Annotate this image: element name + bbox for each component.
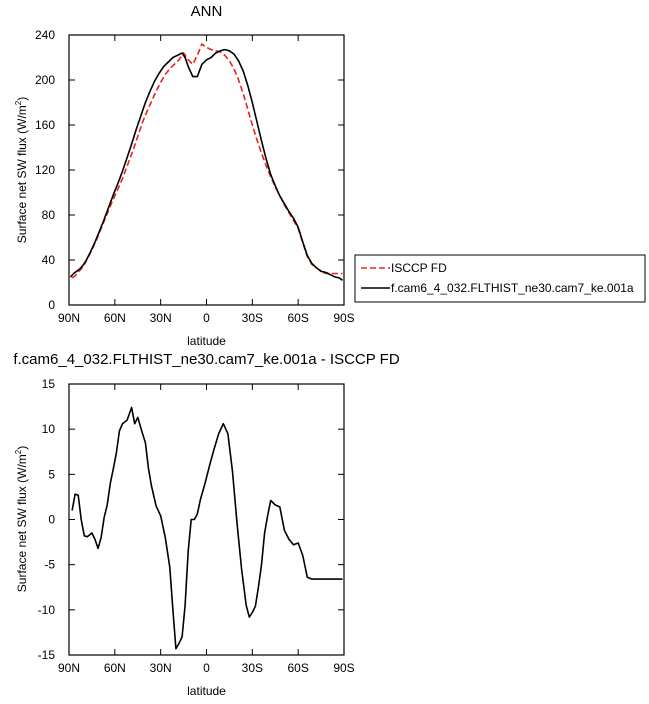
top-panel-x-ticks: 90N 60N 30N 0 30S 60S 90S: [58, 35, 355, 325]
top-panel: ANN 90N 60N 30N 0 30S 60S 90S 0 40 80 120 160 200 24…: [14, 3, 355, 348]
top-y-tick-label: 80: [42, 208, 56, 222]
bottom-y-tick-label: -10: [38, 603, 56, 617]
bottom-panel-x-axis-label: latitude: [187, 684, 226, 698]
top-panel-plot-area: [69, 43, 343, 281]
top-panel-x-axis-label: latitude: [187, 334, 226, 348]
bottom-series-line-0: [71, 406, 343, 650]
top-panel-y-ticks: 0 40 80 120 160 200 240: [35, 28, 344, 312]
top-y-tick-label: 40: [42, 253, 56, 267]
bottom-y-tick-label: 5: [48, 467, 55, 481]
bottom-x-tick-label: 90N: [58, 661, 80, 675]
bottom-x-tick-label: 90S: [333, 661, 354, 675]
legend-box: [354, 254, 646, 303]
bottom-x-tick-label: 60N: [104, 661, 126, 675]
bottom-panel-x-ticks: 90N 60N 30N 0 30S 60S 90S: [58, 384, 355, 675]
top-panel-frame: [68, 34, 345, 306]
bottom-y-tick-label: -5: [44, 558, 55, 572]
top-panel-title: ANN: [191, 3, 223, 20]
bottom-x-tick-label: 0: [203, 661, 210, 675]
bottom-panel-y-ticks: -15 -10 -5 0 5 10 15: [38, 377, 344, 662]
top-x-tick-label: 60N: [104, 311, 126, 325]
top-x-tick-label: 30N: [150, 311, 172, 325]
top-y-tick-label: 240: [35, 28, 55, 42]
bottom-x-tick-label: 30S: [242, 661, 263, 675]
legend-label-model: f.cam6_4_032.FLTHIST_ne30.cam7_ke.001a: [391, 281, 634, 295]
top-panel-y-axis-label: Surface net SW flux (W/m2): [14, 97, 29, 243]
top-x-tick-label: 0: [203, 311, 210, 325]
bottom-y-tick-label: 0: [48, 513, 55, 527]
bottom-x-tick-label: 60S: [287, 661, 308, 675]
bottom-panel: f.cam6_4_032.FLTHIST_ne30.cam7_ke.001a -…: [13, 351, 399, 698]
top-y-tick-label: 160: [35, 118, 55, 132]
legend-label-isccp: ISCCP FD: [391, 261, 447, 275]
top-series-line-1: [69, 48, 343, 281]
top-x-tick-label: 30S: [242, 311, 263, 325]
bottom-y-tick-label: -15: [38, 648, 56, 662]
bottom-panel-y-axis-label: Surface net SW flux (W/m2): [14, 446, 29, 592]
bottom-panel-frame: [68, 383, 345, 656]
top-y-tick-label: 200: [35, 73, 55, 87]
top-y-tick-label: 0: [48, 298, 55, 312]
bottom-panel-title: f.cam6_4_032.FLTHIST_ne30.cam7_ke.001a -…: [13, 351, 399, 368]
bottom-y-tick-label: 10: [42, 422, 56, 436]
legend: ISCCP FD f.cam6_4_032.FLTHIST_ne30.cam7_…: [354, 254, 646, 303]
top-x-tick-label: 60S: [287, 311, 308, 325]
bottom-panel-plot-area: [71, 406, 343, 650]
top-series-line-0: [71, 43, 343, 279]
top-x-tick-label: 90N: [58, 311, 80, 325]
bottom-y-tick-label: 15: [42, 377, 56, 391]
bottom-x-tick-label: 30N: [150, 661, 172, 675]
top-x-tick-label: 90S: [333, 311, 354, 325]
top-y-tick-label: 120: [35, 163, 55, 177]
